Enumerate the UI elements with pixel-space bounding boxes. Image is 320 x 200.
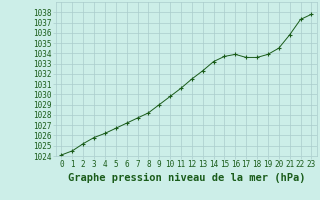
X-axis label: Graphe pression niveau de la mer (hPa): Graphe pression niveau de la mer (hPa) — [68, 173, 305, 183]
